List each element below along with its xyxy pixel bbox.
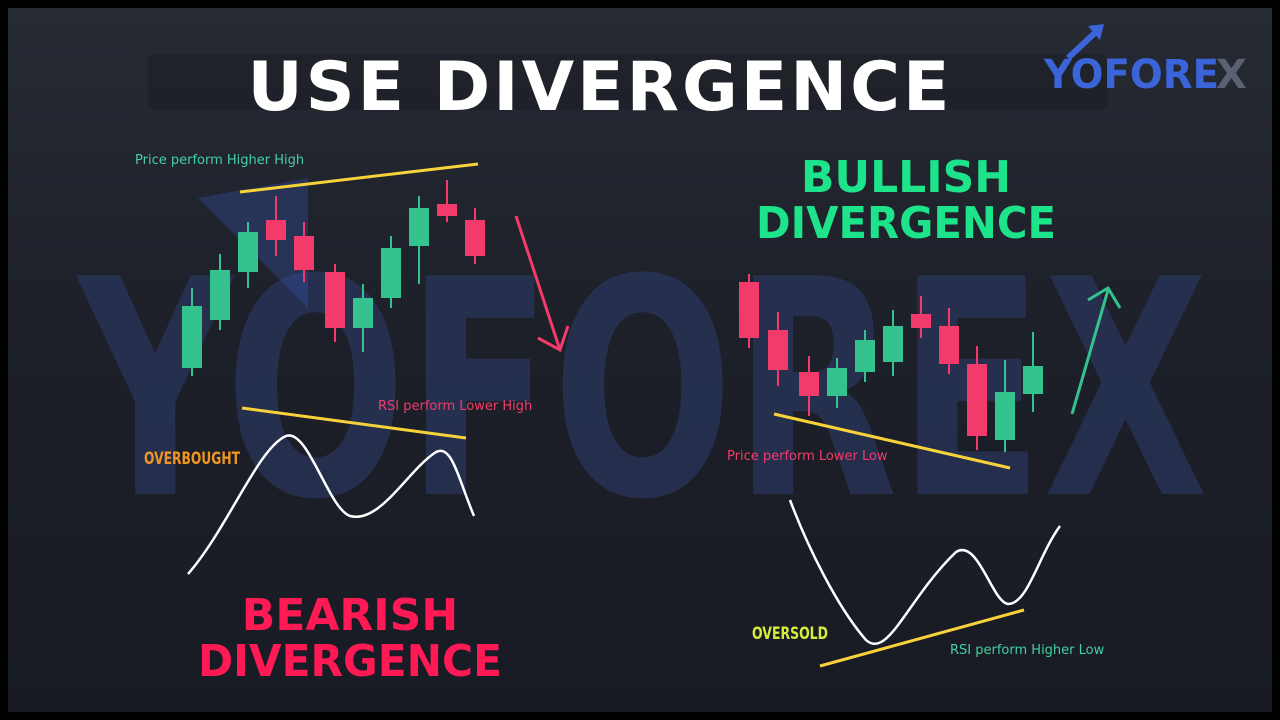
candle [437, 180, 457, 222]
candle [409, 196, 429, 284]
bearish-candles [182, 180, 485, 376]
watermark: YOFOREX [75, 216, 1208, 565]
candle [883, 310, 903, 376]
bullish-heading-line2: DIVERGENCE [756, 198, 1056, 249]
bearish-heading-line1: BEARISH [242, 590, 458, 641]
candle [799, 356, 819, 416]
logo-x: X [1216, 52, 1247, 98]
bullish-heading-line1: BULLISH [801, 152, 1011, 203]
logo-text: YOFORE [1043, 52, 1219, 98]
candle [739, 274, 759, 348]
bullish-rsi-line [788, 499, 1062, 646]
candle [768, 312, 788, 386]
page-title: USE DIVERGENCE [247, 48, 952, 127]
logo-arrow-icon [1088, 24, 1104, 40]
bullish-candles [739, 274, 1043, 452]
yoforex-logo: YOFORE X [1043, 24, 1247, 98]
candle [182, 288, 202, 376]
candle [325, 264, 345, 342]
bullish-price-label: Price perform Lower Low [727, 449, 888, 464]
rsi-higher-low-trendline [819, 608, 1025, 668]
price-higher-high-trendline [239, 162, 479, 194]
bearish-rsi-line [187, 434, 476, 575]
price-lower-low-trendline [773, 412, 1011, 470]
watermark-text: YOFOREX [75, 216, 1208, 565]
candle [294, 222, 314, 282]
candle [381, 236, 401, 308]
candle [266, 196, 286, 256]
candle [855, 330, 875, 382]
candle [827, 358, 847, 408]
down-arrow-icon [514, 215, 570, 353]
candle [967, 346, 987, 450]
candle [939, 308, 959, 374]
candle [210, 254, 230, 330]
candle [353, 284, 373, 352]
up-arrow-icon [1070, 285, 1122, 415]
bearish-price-label: Price perform Higher High [135, 153, 304, 168]
candle [911, 296, 931, 338]
candle [238, 222, 258, 288]
ghost-headline [148, 54, 1108, 110]
candle [995, 360, 1015, 452]
oversold-label: OVERSOLD [752, 624, 828, 644]
bearish-rsi-label: RSI perform Lower High [378, 399, 532, 414]
bearish-heading-line2: DIVERGENCE [198, 636, 502, 687]
candle [1023, 332, 1043, 412]
rsi-lower-high-trendline [241, 406, 467, 440]
candle [465, 208, 485, 264]
overbought-label: OVERBOUGHT [144, 449, 240, 469]
divergence-illustration: YOFOREX USE DIVERGENCE YOFORE X Price pe… [75, 24, 1247, 687]
bullish-rsi-label: RSI perform Higher Low [950, 643, 1105, 658]
infographic-frame: YOFOREX USE DIVERGENCE YOFORE X Price pe… [8, 8, 1272, 712]
